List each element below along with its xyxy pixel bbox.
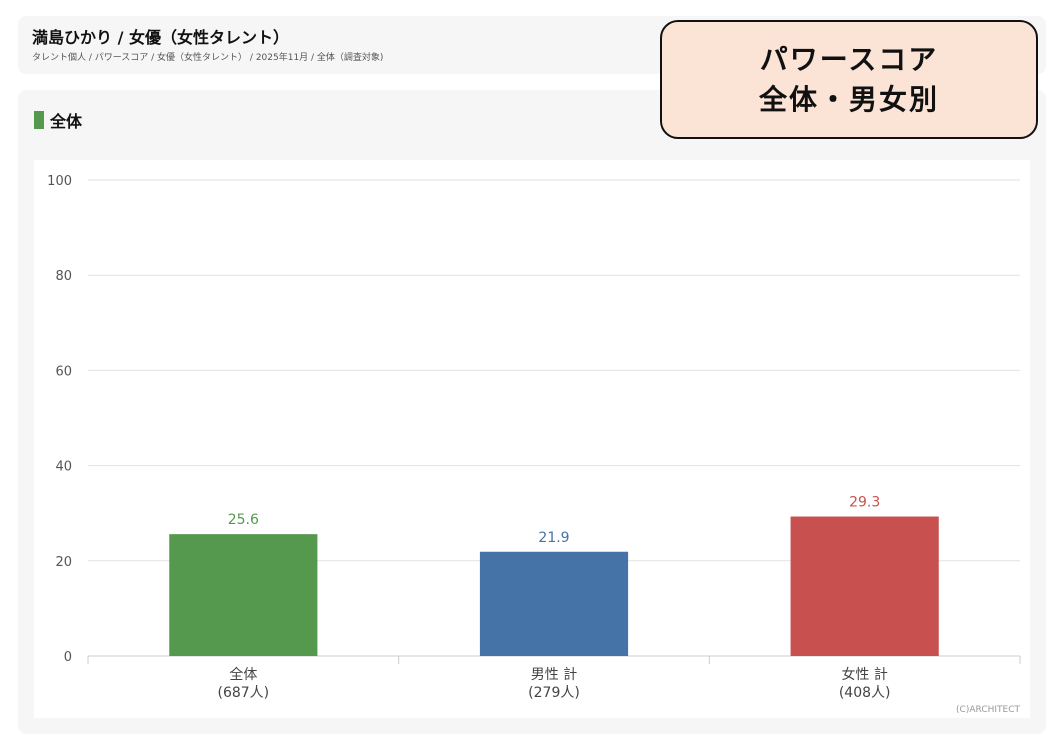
- section-title: 全体: [50, 112, 83, 131]
- chart-card: 全体 0 20 40 60 80 100 25.6 全体 (687人) 21.9 男性 計 (279人…: [18, 90, 1046, 734]
- section-heading: 全体: [34, 108, 82, 132]
- bar: [479, 551, 629, 656]
- bar: [790, 516, 939, 656]
- y-tick-label: 60: [55, 364, 72, 379]
- x-category-count: (687人): [218, 685, 270, 701]
- bar: [169, 534, 318, 656]
- y-tick-label: 40: [55, 460, 72, 475]
- breadcrumb: タレント個人 / パワースコア / 女優（女性タレント） / 2025年11月 …: [32, 53, 384, 63]
- x-category-label: 男性 計: [531, 667, 577, 683]
- bar-value-label: 21.9: [538, 530, 569, 546]
- y-tick-label: 80: [55, 269, 72, 284]
- callout-subtitle: 全体・男女別: [758, 82, 939, 116]
- chart-credit: (C)ARCHITECT: [956, 705, 1020, 715]
- callout-title: パワースコア: [759, 42, 939, 76]
- section-marker: [34, 111, 44, 129]
- bar-chart: 0 20 40 60 80 100 25.6 全体 (687人) 21.9 男性 計 (279人) 29…: [47, 174, 1021, 715]
- x-category-label: 女性 計: [841, 666, 887, 683]
- callout-box: パワースコア 全体・男女別: [660, 20, 1038, 139]
- y-tick-label: 100: [47, 174, 72, 189]
- x-category-label: 全体: [229, 666, 257, 683]
- x-category-count: (279人): [528, 685, 580, 701]
- chart-area: 0 20 40 60 80 100 25.6 全体 (687人) 21.9 男性 計 (279人) 29…: [34, 160, 1030, 718]
- y-tick-label: 0: [64, 650, 72, 665]
- bar-value-label: 29.3: [849, 495, 880, 511]
- y-tick-label: 20: [55, 555, 72, 570]
- x-category-count: (408人): [839, 685, 891, 701]
- bar-value-label: 25.6: [228, 512, 259, 528]
- page-title: 満島ひかり / 女優（女性タレント）: [32, 28, 289, 47]
